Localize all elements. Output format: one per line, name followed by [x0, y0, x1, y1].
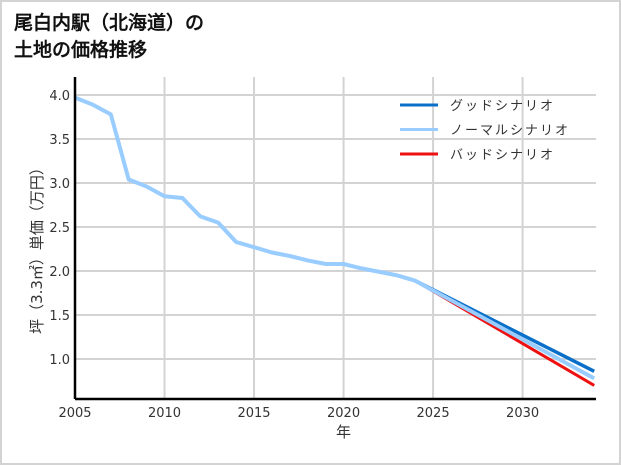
x-axis-label: 年	[336, 423, 351, 441]
y-axis-label: 坪（3.3㎡）単価（万円）	[28, 160, 46, 334]
x-tick-label: 2010	[148, 406, 181, 421]
series-line-1	[74, 95, 596, 381]
chart-title: 尾白内駅（北海道）の 土地の価格推移	[14, 10, 204, 64]
y-tick-label: 1.0	[49, 353, 70, 368]
y-tick-label: 2.5	[49, 221, 70, 236]
y-tick-label: 1.5	[49, 309, 70, 324]
x-tick-label: 2020	[327, 406, 360, 421]
title-line-1: 尾白内駅（北海道）の	[14, 12, 205, 34]
x-tick-label: 2015	[237, 406, 270, 421]
y-tick-label: 4.0	[49, 89, 70, 104]
y-tick-label: 3.5	[49, 133, 70, 148]
x-tick-label: 2005	[58, 406, 91, 421]
legend-label: グッドシナリオ	[450, 99, 555, 114]
legend-label: ノーマルシナリオ	[450, 124, 570, 139]
x-tick-label: 2030	[506, 406, 539, 421]
title-line-2: 土地の価格推移	[14, 39, 148, 61]
x-tick-label: 2025	[417, 406, 450, 421]
y-tick-label: 3.0	[49, 177, 70, 192]
y-tick-label: 2.0	[49, 265, 70, 280]
legend-label: バッドシナリオ	[450, 148, 555, 163]
